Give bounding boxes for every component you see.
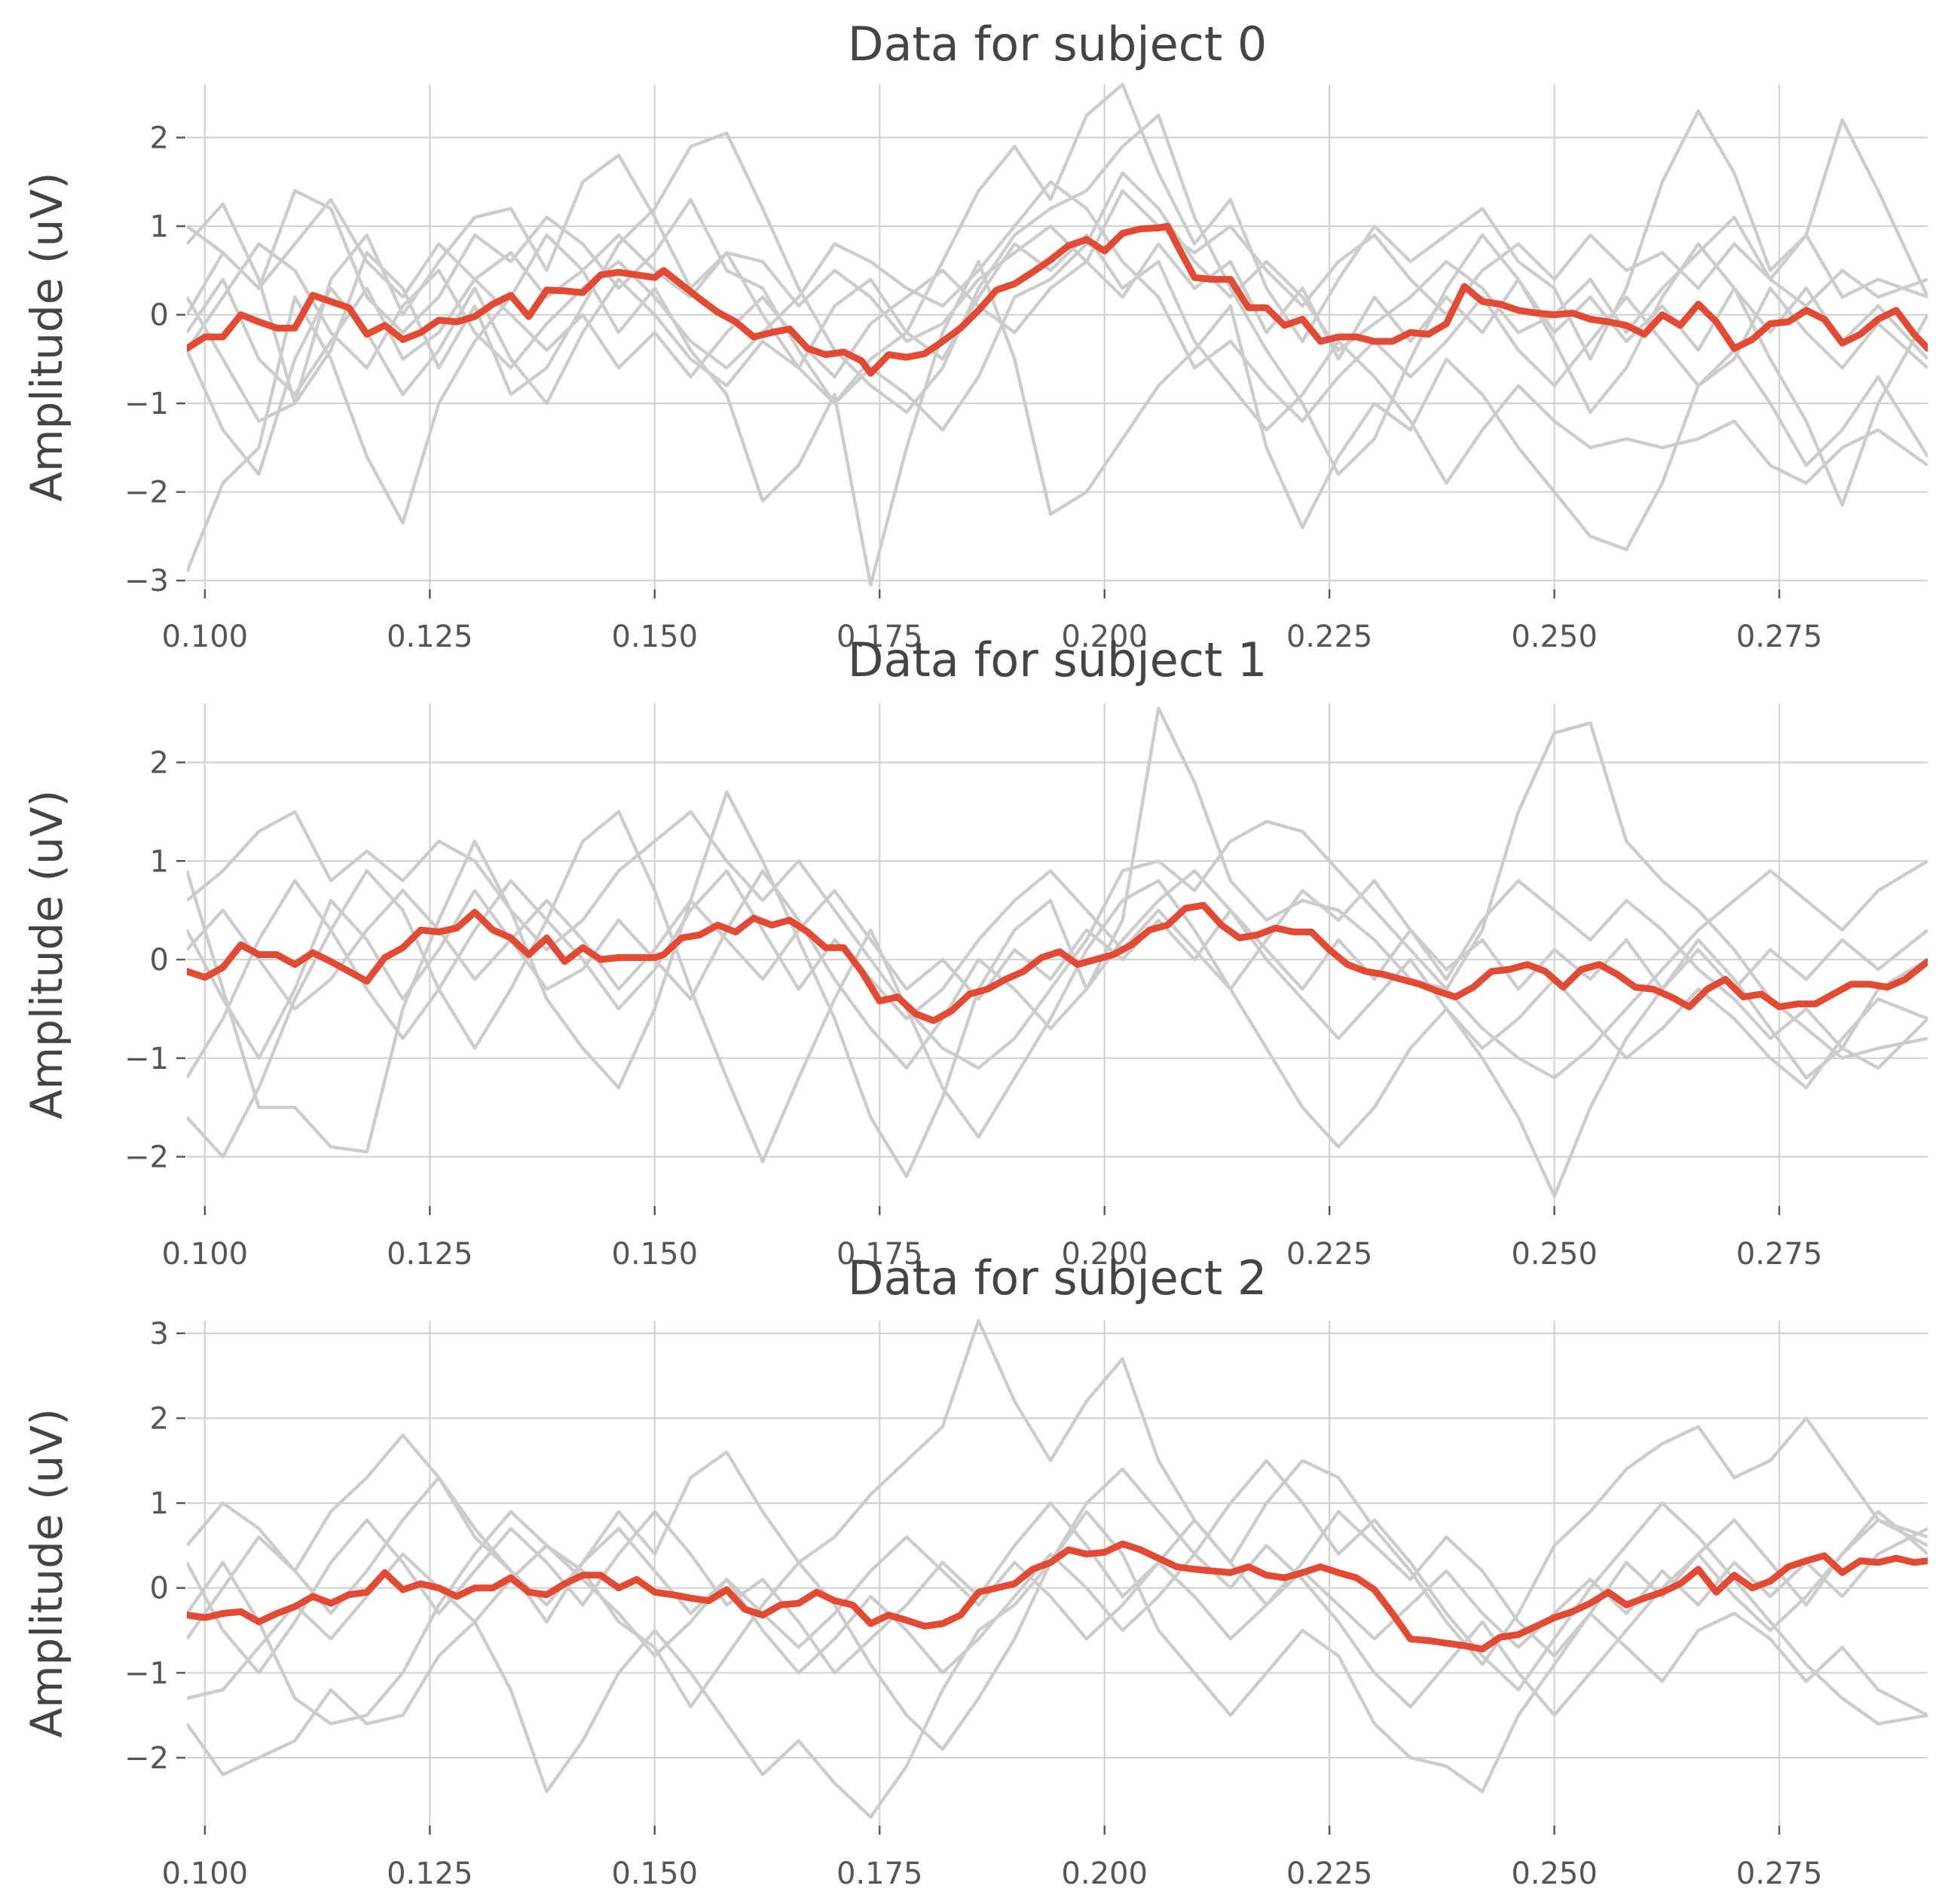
y-tick-label: 0 bbox=[150, 943, 169, 978]
trial-line bbox=[187, 1501, 1928, 1675]
grid bbox=[187, 703, 1928, 1206]
trial-line bbox=[187, 1526, 1928, 1700]
y-axis-label: Amplitude (uV) bbox=[21, 1408, 72, 1737]
x-tick-label: 0.100 bbox=[162, 1857, 249, 1891]
subplot-title: Data for subject 2 bbox=[848, 1250, 1268, 1306]
y-tick-label: 3 bbox=[150, 1317, 169, 1351]
subplot-title: Data for subject 0 bbox=[848, 17, 1268, 72]
x-tick-label: 0.275 bbox=[1736, 1857, 1823, 1891]
y-tick-label: 2 bbox=[150, 1401, 169, 1436]
y-axis-label: Amplitude (uV) bbox=[21, 172, 72, 501]
trial-line bbox=[187, 233, 1928, 587]
y-tick-label: −1 bbox=[124, 1656, 169, 1691]
series-group bbox=[187, 1318, 1928, 1819]
trial-line bbox=[187, 869, 1928, 1090]
y-tick-label: −1 bbox=[124, 1042, 169, 1076]
y-tick-label: 2 bbox=[150, 121, 169, 156]
y-tick-label: −1 bbox=[124, 387, 169, 421]
x-tick-label: 0.250 bbox=[1511, 1857, 1598, 1891]
y-tick-label: −2 bbox=[124, 1741, 169, 1776]
trial-line bbox=[187, 889, 1928, 1011]
subplot-subject-1: Amplitude (uV) 0.100 0.125 0.150 0.175 0.200… bbox=[21, 632, 1928, 1272]
y-tick-label: 1 bbox=[150, 1486, 169, 1521]
trial-line bbox=[187, 869, 1928, 1079]
series-group bbox=[187, 706, 1928, 1198]
x-tick-label: 0.225 bbox=[1286, 1237, 1373, 1272]
x-tick-label: 0.225 bbox=[1286, 1857, 1373, 1891]
trial-line bbox=[187, 810, 1928, 1080]
x-tick-label: 0.275 bbox=[1736, 620, 1823, 654]
x-tick-label: 0.225 bbox=[1286, 620, 1373, 654]
trial-line bbox=[187, 233, 1928, 485]
x-tick-label: 0.250 bbox=[1511, 1237, 1598, 1272]
subplot-subject-0: Amplitude (uV) 0.100 0.125 0.150 0.175 0.200… bbox=[21, 17, 1928, 654]
trial-line bbox=[187, 242, 1928, 396]
trial-line bbox=[187, 113, 1928, 507]
x-tick-label: 0.200 bbox=[1061, 1237, 1148, 1272]
x-tick-label: 0.150 bbox=[612, 620, 699, 654]
trial-line bbox=[187, 180, 1928, 423]
x-tick-label: 0.250 bbox=[1511, 620, 1598, 654]
x-tick-label: 0.150 bbox=[612, 1857, 699, 1891]
x-tick-label: 0.175 bbox=[836, 1857, 923, 1891]
trial-line bbox=[187, 810, 1928, 1198]
y-tick-label: −2 bbox=[124, 1140, 169, 1175]
subplot-title: Data for subject 1 bbox=[848, 632, 1268, 687]
x-tick-label: 0.175 bbox=[836, 1237, 923, 1272]
x-tick-label: 0.275 bbox=[1736, 1237, 1823, 1272]
x-tick-label: 0.125 bbox=[387, 620, 473, 654]
x-tick-label: 0.175 bbox=[836, 620, 923, 654]
y-axis-label: Amplitude (uV) bbox=[21, 790, 72, 1119]
y-tick-label: 1 bbox=[150, 844, 169, 879]
trial-line bbox=[187, 171, 1928, 432]
x-tick-label: 0.200 bbox=[1061, 620, 1148, 654]
mean-line bbox=[187, 222, 1928, 377]
trial-line bbox=[187, 706, 1928, 1178]
y-tick-label: −2 bbox=[124, 476, 169, 510]
mean-line bbox=[187, 1540, 1928, 1653]
y-tick-label: 1 bbox=[150, 210, 169, 244]
x-tick-label: 0.200 bbox=[1061, 1857, 1148, 1891]
x-tick-label: 0.125 bbox=[387, 1857, 473, 1891]
x-tick-label: 0.100 bbox=[162, 1237, 249, 1272]
trial-line bbox=[187, 82, 1928, 406]
series-group bbox=[187, 82, 1928, 587]
mean-line bbox=[187, 901, 1928, 1024]
y-tick-label: −3 bbox=[124, 564, 169, 598]
y-tick-label: 2 bbox=[150, 745, 169, 780]
trial-line bbox=[187, 1476, 1928, 1717]
trial-line bbox=[187, 1318, 1928, 1667]
y-tick-label: 0 bbox=[150, 298, 169, 333]
x-tick-label: 0.150 bbox=[612, 1237, 699, 1272]
subplot-subject-2: Amplitude (uV) 0.100 0.125 0.150 0.175 0.200… bbox=[21, 1250, 1928, 1891]
x-tick-label: 0.100 bbox=[162, 620, 249, 654]
x-tick-label: 0.125 bbox=[387, 1237, 473, 1272]
y-tick-label: 0 bbox=[150, 1572, 169, 1606]
